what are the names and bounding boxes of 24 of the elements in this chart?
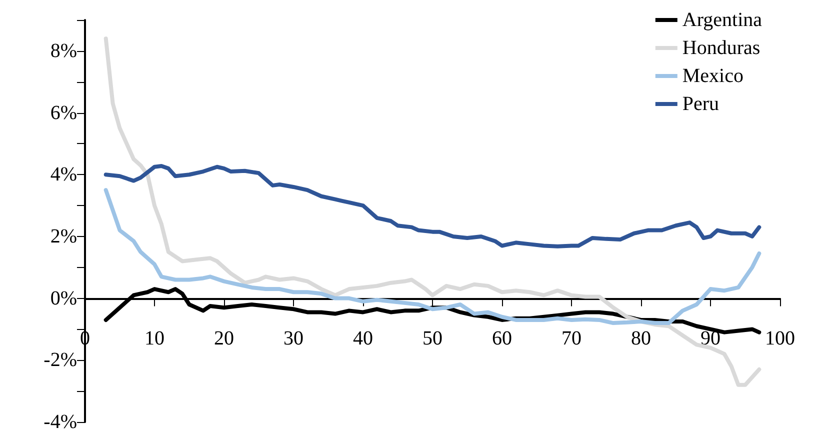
y-tick-label: 0% [50, 287, 77, 310]
x-tick-label: 40 [353, 327, 373, 350]
x-tick-label: 70 [562, 327, 582, 350]
legend-label: Mexico [682, 65, 744, 87]
y-tick-label: 6% [50, 102, 77, 124]
x-tick-label: 20 [214, 327, 234, 350]
x-tick-label: 90 [700, 327, 720, 350]
y-tick-label: -2% [44, 349, 77, 372]
line-series [104, 188, 762, 326]
legend-label: Argentina [682, 9, 762, 31]
x-tick-label: 10 [144, 327, 164, 350]
legend-label: Honduras [682, 37, 760, 59]
y-tick-label: 2% [50, 225, 77, 248]
line-series [104, 164, 762, 248]
y-tick-label: 4% [50, 164, 77, 186]
y-tick-label: -4% [44, 411, 77, 433]
x-tick-label: 30 [284, 327, 304, 350]
x-tick-label: 50 [422, 327, 442, 350]
x-tick-label: 80 [631, 327, 651, 350]
legend-label: Peru [682, 93, 720, 115]
y-tick-label: 8% [50, 40, 77, 62]
x-tick-label: 60 [492, 327, 512, 350]
x-tick-label: 100 [765, 327, 795, 350]
line-series [104, 36, 762, 387]
